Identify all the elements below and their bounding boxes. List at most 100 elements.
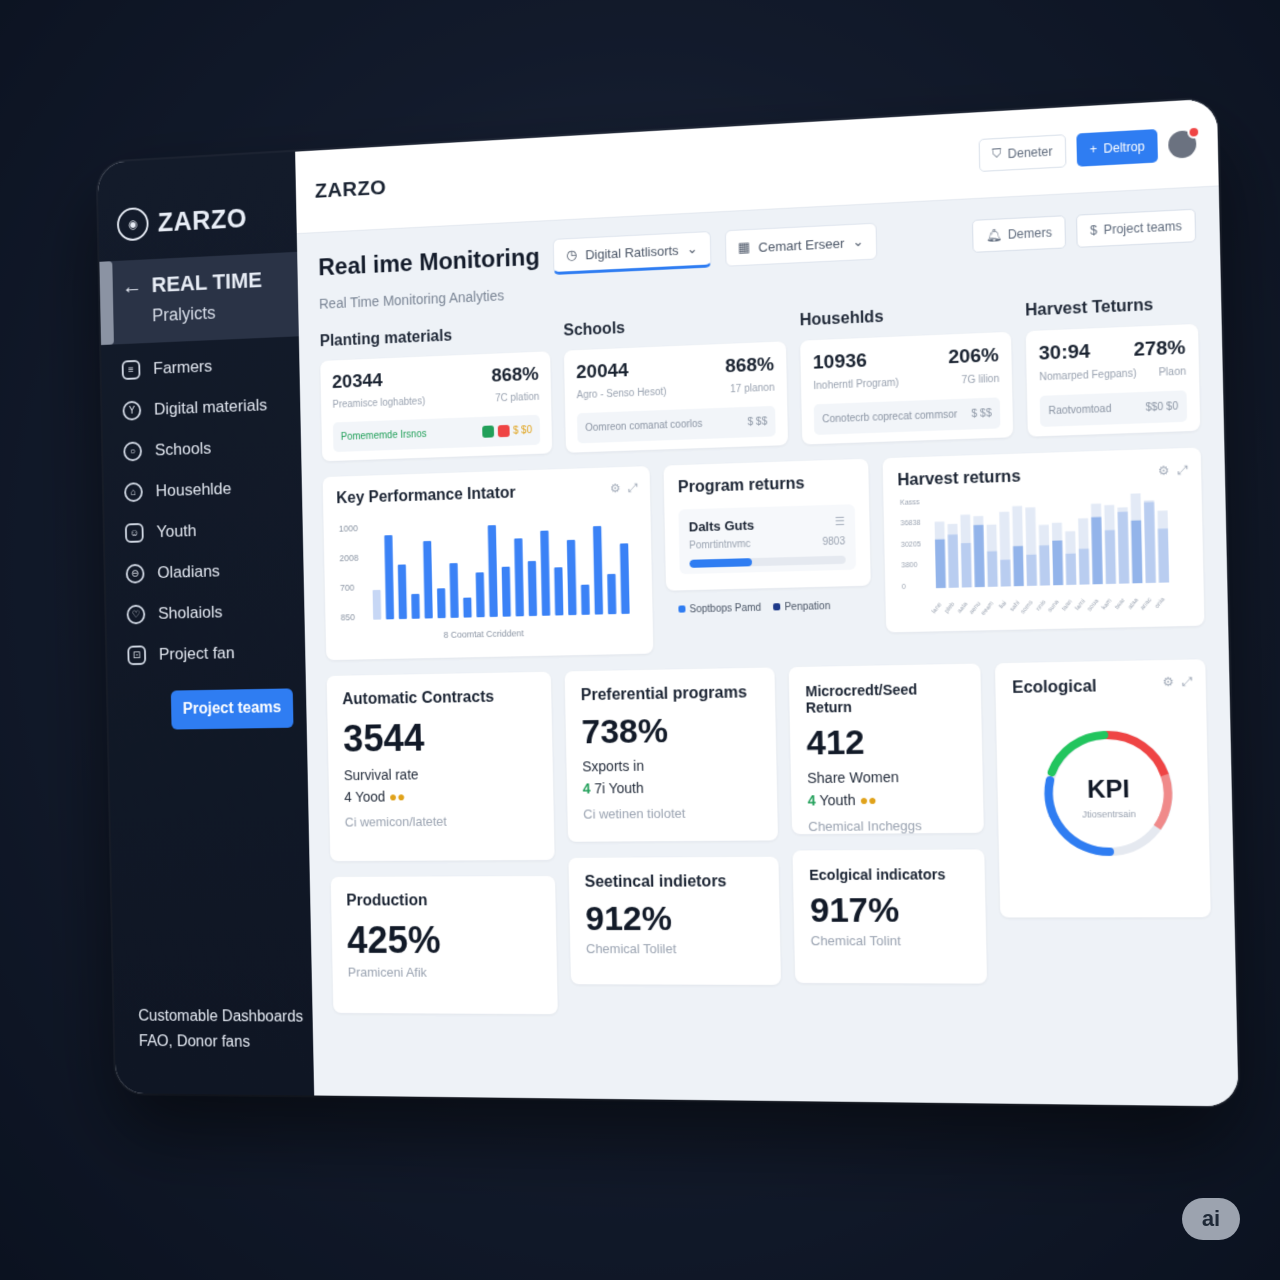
bar bbox=[463, 598, 472, 618]
settings-icon[interactable]: ⚙ bbox=[1158, 463, 1170, 479]
stat-card-planting[interactable]: 20344 868% Preamisce loghabtes) 7C plation… bbox=[320, 351, 552, 461]
automatic-contracts-card: Automatic Contracts 3544 Survival rate 4… bbox=[327, 672, 555, 861]
nav-list: ≡ Farmers Y Digital materials ○ Schools ⌂ Ho… bbox=[101, 336, 306, 676]
metric-muted: Pramiceni Afik bbox=[348, 965, 542, 980]
ecological-kpi-card: Ecological ⚙ ⤢ KPI Jtiosentrsain bbox=[995, 659, 1211, 917]
clock-icon: ◷ bbox=[566, 247, 578, 264]
stat-footer-right: $ $$ bbox=[747, 416, 767, 428]
sidebar-item-sholaiols[interactable]: ♡ Sholaiols bbox=[106, 590, 305, 636]
bar bbox=[987, 551, 998, 587]
y-tick-label: Kasss bbox=[900, 499, 920, 507]
sidebar-item-oladians[interactable]: ⊖ Oladians bbox=[105, 549, 304, 595]
stat-pct: 868% bbox=[491, 364, 539, 388]
metric-line: Survival rate bbox=[344, 765, 538, 783]
stat-label: Agro - Senso Hesot) bbox=[577, 387, 667, 402]
bar bbox=[514, 538, 524, 616]
kpi-chart-card: Key Performance Intator ⚙ ⤢ 1000 2008 700 85… bbox=[323, 466, 654, 660]
program-column: Program returns Dalts Guts ☰ Pomrtintnvm… bbox=[663, 459, 872, 654]
sidebar-item-project-fan[interactable]: ⊡ Project fan bbox=[107, 631, 306, 676]
digital-dropdown[interactable]: ◷ Digital Ratlisorts ⌄ bbox=[553, 231, 711, 275]
bar bbox=[449, 563, 458, 618]
stat-footer: Oomreon comanat coorlos bbox=[585, 418, 703, 433]
legend-label: Penpation bbox=[784, 601, 830, 613]
column-1: Automatic Contracts 3544 Survival rate 4… bbox=[327, 672, 558, 1015]
bar bbox=[1066, 553, 1077, 585]
dropdown-label: Digital Ratlisorts bbox=[585, 242, 679, 262]
stat-label: Inoherntl Program) bbox=[813, 378, 899, 393]
metric-muted: Ci wemicon/latetet bbox=[345, 813, 539, 830]
stat-footer: Conotecrb coprecat commsor bbox=[822, 409, 958, 425]
status-chip-green bbox=[482, 425, 494, 437]
legend-swatch bbox=[773, 603, 780, 610]
stat-card-households[interactable]: 10936 206% Inoherntl Program) 7G lilion Co… bbox=[800, 332, 1013, 445]
active-title: REAL TIME bbox=[151, 267, 262, 298]
metric-text: Youth bbox=[819, 792, 855, 809]
bar bbox=[935, 539, 946, 588]
sidebar-item-households[interactable]: ⌂ Househlde bbox=[104, 466, 303, 514]
ai-badge: ai bbox=[1182, 1198, 1240, 1240]
main-content: ZARZO ⛉ Deneter + Deltrop Real ime Monitor… bbox=[295, 98, 1238, 1106]
stat-value: 20344 bbox=[332, 370, 383, 394]
program-inner-val: 9803 bbox=[822, 536, 845, 548]
project-icon: ⊡ bbox=[127, 645, 146, 665]
stat-footer-right: $ $$ bbox=[971, 408, 992, 420]
list-icon[interactable]: ☰ bbox=[835, 515, 845, 531]
card-title: Production bbox=[346, 892, 540, 910]
stat-value: 30:94 bbox=[1039, 341, 1091, 366]
bar bbox=[1026, 555, 1037, 586]
sidebar-item-real-time[interactable]: ← REAL TIME Pralyicts bbox=[99, 252, 298, 345]
sidebar-item-schools[interactable]: ○ Schools bbox=[103, 425, 302, 473]
settings-icon[interactable]: ⚙ bbox=[1162, 674, 1174, 690]
legend-item: Penpation bbox=[773, 601, 830, 614]
stat-card-harvest[interactable]: 30:94 278% Nomarped Fegpans) Plaon Raotvom… bbox=[1026, 324, 1201, 437]
nav-label: Schools bbox=[155, 439, 212, 461]
bar bbox=[502, 567, 511, 617]
sidebar-item-youth[interactable]: ☺ Youth bbox=[104, 507, 303, 554]
stat-footer-right: $$0 $0 bbox=[1145, 401, 1178, 414]
harvest-bar-chart: Kasss368383020538000lane pleb aata aenueeam… bbox=[898, 482, 1177, 618]
project-teams-button[interactable]: Project teams bbox=[171, 688, 294, 729]
gauge-label: KPI bbox=[1039, 775, 1178, 806]
stat-footer: Raotvomtoad bbox=[1048, 403, 1111, 417]
deltrop-button[interactable]: + Deltrop bbox=[1077, 129, 1158, 167]
expand-icon[interactable]: ⤢ bbox=[1182, 674, 1193, 690]
expand-icon[interactable]: ⤢ bbox=[1178, 463, 1189, 479]
top-brand: ZARZO bbox=[315, 176, 387, 204]
button-label: Deltrop bbox=[1103, 139, 1145, 156]
avatar[interactable] bbox=[1168, 129, 1197, 158]
x-tick-label: pleb bbox=[944, 601, 957, 615]
footer-line-1: Customable Dashboards bbox=[138, 1004, 303, 1030]
metric-muted: Chemical Tolint bbox=[810, 933, 969, 948]
button-label: Deneter bbox=[1008, 144, 1053, 161]
bar bbox=[1105, 530, 1116, 584]
demers-button[interactable]: 🔔︎ Demers bbox=[972, 215, 1066, 253]
brand[interactable]: ◉ ZARZO bbox=[97, 152, 297, 260]
bar bbox=[540, 531, 550, 616]
nav-label: Farmers bbox=[153, 357, 212, 379]
column-3: Microcredt/Seed Return 412 Share Women 4… bbox=[789, 664, 988, 1017]
card-title: Program returns bbox=[678, 473, 855, 497]
nav-label: Project fan bbox=[159, 643, 235, 664]
stat-card-schools[interactable]: 20044 868% Agro - Senso Hesot) 17 planon O… bbox=[564, 341, 788, 453]
metric-text: Yood bbox=[355, 789, 385, 805]
cemart-dropdown[interactable]: ▦ Cemart Erseer ⌄ bbox=[724, 223, 877, 267]
deneter-button[interactable]: ⛉ Deneter bbox=[978, 134, 1067, 172]
metric-num: 4 bbox=[808, 792, 816, 808]
settings-icon[interactable]: ⚙ bbox=[610, 481, 621, 496]
expand-icon[interactable]: ⤢ bbox=[628, 481, 638, 496]
stat-value: 10936 bbox=[813, 350, 868, 375]
bar bbox=[1000, 560, 1010, 587]
heart-icon: ♡ bbox=[127, 605, 146, 625]
footer-line-2: FAO, Donor fans bbox=[139, 1029, 304, 1056]
button-label: Project teams bbox=[1103, 219, 1182, 237]
project-teams-top-button[interactable]: $ Project teams bbox=[1076, 209, 1196, 248]
card-tools: ⚙ ⤢ bbox=[1162, 674, 1193, 690]
chart-caption: 8 Coomtat Ccriddent bbox=[443, 628, 524, 640]
youth-icon: ☺ bbox=[125, 523, 144, 543]
stat-sub: 17 planon bbox=[730, 382, 775, 395]
ecological-indicators-card: Ecolgical indicators 917% Chemical Tolin… bbox=[792, 849, 987, 983]
bar bbox=[423, 541, 433, 619]
bar bbox=[554, 567, 563, 615]
program-legend: Soptbops Pamd Penpation bbox=[666, 600, 871, 616]
program-inner-sub: Pomrtintnvmc bbox=[689, 539, 751, 552]
